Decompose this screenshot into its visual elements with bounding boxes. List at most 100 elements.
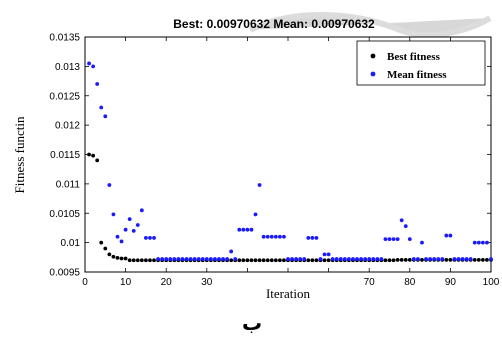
best-fitness-point — [115, 256, 120, 260]
mean-fitness-point — [208, 257, 213, 261]
mean-fitness-point — [347, 257, 351, 261]
mean-fitness-point — [424, 257, 428, 261]
best-fitness-point — [245, 258, 250, 263]
mean-fitness-point — [245, 227, 250, 232]
mean-fitness-point — [168, 257, 173, 261]
best-fitness-point — [111, 254, 116, 259]
mean-fitness-point — [464, 257, 469, 261]
legend-best-marker — [370, 53, 376, 59]
best-fitness-point — [476, 257, 481, 262]
best-fitness-point — [391, 258, 396, 263]
mean-fitness-point — [87, 61, 91, 66]
mean-fitness-point — [432, 257, 437, 261]
best-fitness-point — [99, 240, 104, 245]
best-fitness-point — [127, 258, 132, 263]
mean-fitness-point — [326, 252, 331, 257]
best-fitness-point — [314, 258, 319, 263]
best-fitness-point — [237, 258, 242, 263]
best-fitness-point — [403, 257, 408, 262]
mean-fitness-point — [249, 227, 254, 232]
mean-fitness-point — [318, 257, 323, 261]
best-fitness-point — [261, 258, 266, 263]
best-fitness-point — [273, 258, 278, 263]
y-tick-label: 0.0105 — [49, 209, 80, 220]
best-fitness-point — [139, 258, 144, 263]
best-fitness-point — [144, 258, 148, 263]
mean-fitness-point — [253, 212, 258, 217]
y-tick-label: 0.012 — [55, 121, 80, 132]
mean-fitness-point — [172, 257, 177, 261]
mean-fitness-point — [322, 252, 327, 257]
best-fitness-point — [277, 258, 282, 263]
best-fitness-point — [148, 258, 152, 263]
mean-fitness-point — [103, 114, 108, 119]
mean-fitness-point — [99, 105, 104, 110]
best-fitness-point — [485, 257, 489, 262]
x-axis-ticks: 0 10 20 30 70 80 90 100 — [82, 37, 500, 288]
best-fitness-point — [107, 252, 112, 257]
mean-fitness-point — [282, 234, 286, 239]
mean-fitness-point — [164, 257, 169, 261]
mean-fitness-point — [456, 257, 461, 261]
mean-fitness-point — [460, 257, 465, 261]
best-fitness-point — [387, 258, 392, 263]
mean-fitness-point — [334, 257, 339, 261]
mean-fitness-point — [355, 257, 359, 261]
mean-fitness-point — [480, 240, 485, 245]
best-fitness-point — [103, 246, 108, 251]
best-fitness-point — [383, 258, 388, 263]
mean-fitness-point — [204, 257, 209, 261]
mean-fitness-point — [257, 183, 262, 187]
best-fitness-point — [472, 257, 477, 262]
best-fitness-point — [269, 258, 274, 263]
mean-fitness-point — [213, 257, 217, 261]
mean-fitness-point — [156, 257, 160, 261]
mean-fitness-point — [302, 257, 307, 261]
mean-fitness-point — [273, 234, 278, 239]
mean-fitness-point — [107, 183, 112, 187]
mean-fitness-point — [379, 257, 384, 261]
x-tick-label: 10 — [120, 277, 132, 288]
best-fitness-point — [407, 257, 412, 262]
y-tick-label: 0.01 — [61, 238, 81, 249]
best-fitness-point — [310, 258, 315, 263]
mean-fitness-point — [298, 257, 303, 261]
best-fitness-point — [395, 257, 400, 262]
mean-fitness-point — [436, 257, 441, 261]
mean-fitness-point — [359, 257, 363, 261]
mean-fitness-point — [237, 227, 242, 232]
best-fitness-point — [306, 258, 311, 263]
mean-fitness-point — [420, 240, 424, 245]
mean-fitness-point — [440, 257, 445, 261]
mean-fitness-point — [363, 257, 368, 261]
mean-fitness-point — [144, 236, 148, 240]
x-tick-label: 30 — [201, 277, 213, 288]
best-fitness-point — [282, 258, 286, 263]
y-tick-label: 0.0095 — [49, 268, 80, 279]
mean-fitness-point — [476, 240, 481, 245]
mean-fitness-point — [221, 257, 225, 261]
mean-fitness-point — [452, 257, 457, 261]
mean-fitness-point — [261, 234, 266, 239]
x-axis-label: Iteration — [266, 286, 311, 301]
best-fitness-point — [229, 258, 234, 263]
mean-fitness-point — [111, 212, 116, 217]
best-fitness-point — [123, 256, 128, 261]
mean-fitness-point — [395, 237, 400, 242]
mean-fitness-point — [123, 227, 128, 232]
y-axis-ticks: 0.0095 0.01 0.0105 0.011 0.0115 0.012 0.0125 0.… — [49, 33, 491, 279]
mean-fitness-point — [184, 257, 189, 261]
mean-fitness-point — [188, 257, 193, 261]
best-fitness-point — [87, 152, 91, 157]
mean-fitness-point — [127, 217, 132, 222]
best-fitness-point — [448, 257, 453, 262]
mean-fitness-point — [351, 257, 355, 261]
mean-fitness-point — [95, 82, 100, 86]
mean-fitness-point — [152, 236, 156, 240]
mean-fitness-point — [391, 237, 396, 242]
best-fitness-point — [241, 258, 246, 263]
best-fitness-point — [265, 258, 270, 263]
best-fitness-point — [322, 258, 327, 263]
y-tick-label: 0.0125 — [49, 91, 80, 102]
legend-mean-marker — [370, 71, 376, 77]
